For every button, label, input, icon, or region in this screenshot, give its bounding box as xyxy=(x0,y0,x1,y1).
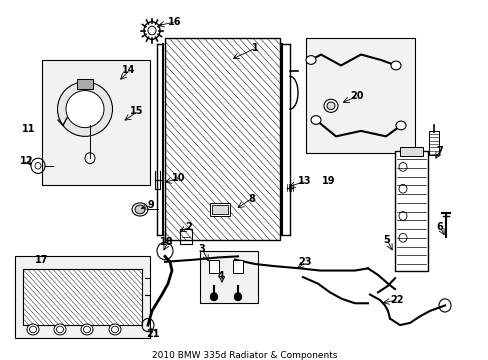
Ellipse shape xyxy=(66,91,104,128)
Text: 21: 21 xyxy=(146,329,159,339)
Ellipse shape xyxy=(305,56,315,64)
Text: 15: 15 xyxy=(130,106,143,116)
Circle shape xyxy=(210,293,217,301)
Text: 12: 12 xyxy=(20,157,34,166)
Bar xyxy=(399,147,422,156)
Ellipse shape xyxy=(135,205,145,214)
Bar xyxy=(15,256,150,338)
Bar xyxy=(305,38,414,153)
Text: 3: 3 xyxy=(198,244,204,254)
Text: 16: 16 xyxy=(168,17,181,27)
Text: 13: 13 xyxy=(297,176,311,186)
Ellipse shape xyxy=(390,61,400,70)
Text: 19: 19 xyxy=(321,176,335,186)
Text: 2: 2 xyxy=(184,222,191,232)
Ellipse shape xyxy=(109,324,121,335)
Bar xyxy=(394,150,427,271)
Ellipse shape xyxy=(81,324,93,335)
Bar xyxy=(23,269,142,325)
Bar xyxy=(164,38,280,240)
Bar xyxy=(212,205,227,214)
Text: 7: 7 xyxy=(435,145,442,156)
Circle shape xyxy=(234,293,241,301)
Bar xyxy=(232,260,243,273)
Text: 2010 BMW 335d Radiator & Components
Rubber Mounting Diagram for 17117805310: 2010 BMW 335d Radiator & Components Rubb… xyxy=(143,351,345,360)
Text: 23: 23 xyxy=(297,257,311,267)
Ellipse shape xyxy=(132,203,148,216)
Text: 17: 17 xyxy=(35,255,48,265)
Bar xyxy=(428,131,438,155)
Text: 6: 6 xyxy=(435,222,442,232)
Text: 18: 18 xyxy=(160,237,173,247)
Ellipse shape xyxy=(29,326,37,333)
Ellipse shape xyxy=(326,102,334,110)
Bar xyxy=(42,60,150,185)
Ellipse shape xyxy=(58,82,112,136)
Ellipse shape xyxy=(324,99,337,112)
Text: 5: 5 xyxy=(382,235,389,245)
Ellipse shape xyxy=(111,326,118,333)
Bar xyxy=(208,260,219,273)
Text: 10: 10 xyxy=(172,173,185,183)
Ellipse shape xyxy=(54,324,66,335)
Ellipse shape xyxy=(57,326,63,333)
Text: 22: 22 xyxy=(389,295,403,305)
Text: 11: 11 xyxy=(22,124,36,134)
Text: 1: 1 xyxy=(251,43,258,53)
Ellipse shape xyxy=(27,324,39,335)
Bar xyxy=(209,203,229,216)
Ellipse shape xyxy=(395,121,405,130)
Text: 20: 20 xyxy=(349,91,363,101)
Bar xyxy=(77,78,93,89)
Text: 8: 8 xyxy=(247,194,254,203)
Text: 14: 14 xyxy=(122,65,135,75)
Ellipse shape xyxy=(83,326,90,333)
Text: 4: 4 xyxy=(218,271,224,281)
Ellipse shape xyxy=(310,116,320,124)
Bar xyxy=(200,251,258,303)
Text: 9: 9 xyxy=(148,200,154,210)
